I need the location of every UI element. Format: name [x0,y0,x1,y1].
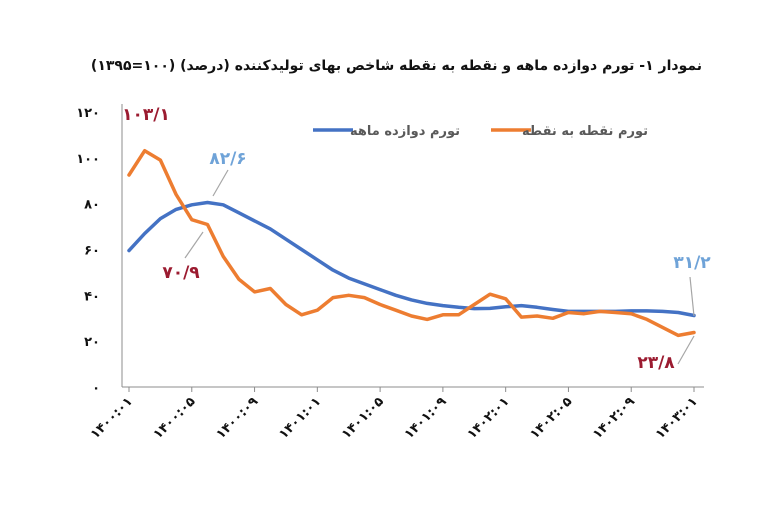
x-tick-label: ۱۴۰۲:۰۱ [465,394,513,442]
x-tick-label: ۱۴۰۰:۰۱ [88,394,136,442]
y-tick-label: ۱۰۰ [76,152,100,167]
series-lines [127,148,696,338]
annotation-mid-point-to-point: ۷۰/۹ [162,263,200,283]
x-tick-label: ۱۴۰۲:۰۹ [590,394,638,442]
y-tick-label: ۲۰ [84,335,100,350]
annotation-end-point-to-point: ۲۳/۸ [637,353,675,373]
x-tick-label: ۱۴۰۱:۰۹ [402,394,450,442]
y-tick-label: ۸۰ [84,198,100,213]
y-axis-ticks: ۰ ۲۰ ۴۰ ۶۰ ۸۰ ۱۰۰ ۱۲۰ [76,106,100,396]
chart-title: نمودار ۱- تورم دوازده ماهه و نقطه به نقط… [90,58,702,74]
leader-line-point-to-point-end [677,335,695,365]
annotation-peak-twelve-month: ۸۲/۶ [209,149,246,169]
x-tick-label: ۱۴۰۰:۰۵ [151,394,199,442]
leader-line-point-to-point-mid [184,231,204,259]
y-tick-label: ۱۲۰ [76,106,100,121]
legend-label-twelve-month: تورم دوازده ماهه [350,124,460,139]
series-line-twelve-month [127,200,696,318]
x-axis-ticks: ۱۴۰۰:۰۱ ۱۴۰۰:۰۵ ۱۴۰۰:۰۹ ۱۴۰۱:۰۱ ۱۴۰۱:۰۵ ۱۴۰۱:… [88,387,701,442]
legend-label-point-to-point: تورم نقطه به نقطه [522,124,648,139]
x-tick-label: ۱۴۰۰:۰۹ [213,394,261,442]
annotation-peak-point-to-point: ۱۰۳/۱ [122,105,170,125]
y-tick-label: ۶۰ [84,244,100,259]
y-tick-label: ۰ [92,381,100,396]
x-tick-label: ۱۴۰۱:۰۱ [276,394,324,442]
y-tick-label: ۴۰ [84,289,100,304]
annotations: ۱۰۳/۱ ۸۲/۶ ۷۰/۹ ۳۱/۲ ۲۳/۸ [122,105,711,373]
series-line-point-to-point [127,148,696,338]
x-tick-label: ۱۴۰۳:۰۱ [653,394,701,442]
x-tick-label: ۱۴۰۱:۰۵ [339,394,387,442]
legend: تورم دوازده ماهه تورم نقطه به نقطه [313,124,648,139]
annotation-end-twelve-month: ۳۱/۲ [673,253,711,273]
axes [121,104,704,388]
x-tick-label: ۱۴۰۲:۰۵ [527,394,575,442]
leader-line-twelve-month-end [689,276,695,317]
leader-line-twelve-month-peak [212,169,229,197]
